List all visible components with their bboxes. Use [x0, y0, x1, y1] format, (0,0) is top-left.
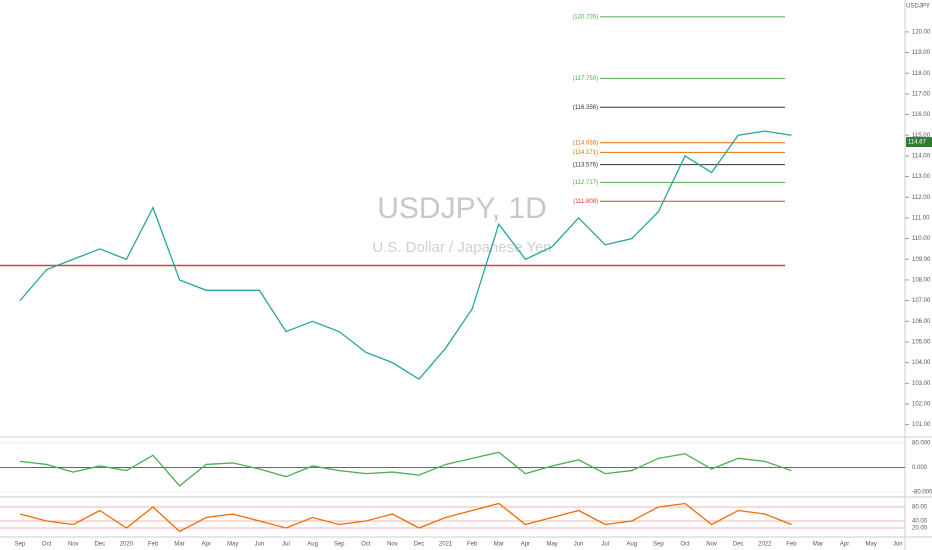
- y-tick-label: 120.00: [912, 29, 931, 35]
- level-label: (120.726): [572, 14, 598, 20]
- y-tick-label: 113.00: [912, 174, 931, 180]
- level-label: (117.750): [573, 76, 598, 82]
- stoch-tick-label: 80.00: [912, 505, 928, 511]
- x-tick-label: Oct: [361, 542, 371, 548]
- level-label: (116.356): [573, 105, 598, 111]
- y-tick-label: 118.00: [912, 71, 931, 77]
- y-tick-label: 103.00: [912, 381, 931, 387]
- x-tick-label: Sep: [334, 542, 345, 548]
- oscillator-line: [19, 451, 792, 487]
- x-tick-label: Oct: [42, 542, 52, 548]
- y-tick-label: 112.00: [912, 195, 931, 201]
- x-tick-label: Aug: [626, 542, 637, 548]
- last-price-box: [906, 137, 932, 148]
- symbol-label: USDJPY: [906, 4, 930, 10]
- y-tick-label: 111.00: [912, 216, 930, 222]
- y-tick-label: 101.00: [912, 422, 931, 428]
- osc-tick-label: 80.000: [912, 441, 931, 447]
- y-tick-label: 106.00: [912, 319, 931, 325]
- y-tick-label: 108.00: [912, 278, 931, 284]
- x-tick-label: Apr: [840, 542, 849, 548]
- x-tick-label: 2022: [758, 542, 772, 548]
- x-tick-label: Mar: [813, 542, 823, 548]
- y-tick-label: 105.00: [912, 340, 931, 346]
- x-tick-label: Nov: [68, 542, 79, 548]
- level-label: (112.717): [573, 180, 598, 186]
- x-tick-label: Jun: [893, 542, 903, 548]
- y-tick-label: 115.00: [912, 133, 931, 139]
- watermark-subtitle: U.S. Dollar / Japanese Yen: [372, 239, 551, 256]
- stoch-tick-label: 40.00: [912, 519, 928, 525]
- x-tick-label: Jul: [282, 542, 290, 548]
- y-tick-label: 102.00: [912, 402, 931, 408]
- last-price-label: 114.67: [908, 140, 927, 146]
- x-tick-label: 2021: [439, 542, 453, 548]
- y-tick-label: 110.00: [912, 236, 931, 242]
- y-tick-label: 119.00: [912, 50, 931, 56]
- y-tick-label: 107.00: [912, 298, 931, 304]
- y-tick-label: 117.00: [912, 91, 931, 97]
- osc-tick-label: -80.000: [912, 490, 932, 496]
- x-tick-label: Sep: [15, 542, 26, 548]
- level-label: (114.171): [573, 150, 598, 156]
- plot-bg: [0, 0, 905, 550]
- x-tick-label: Apr: [521, 542, 530, 548]
- x-tick-label: May: [546, 542, 557, 548]
- y-tick-label: 104.00: [912, 360, 931, 366]
- y-tick-label: 114.00: [912, 153, 931, 159]
- level-label: (113.576): [573, 162, 598, 168]
- x-tick-label: Feb: [148, 542, 159, 548]
- x-tick-label: Feb: [786, 542, 797, 548]
- x-tick-label: Nov: [706, 542, 717, 548]
- x-tick-label: Feb: [467, 542, 478, 548]
- x-tick-label: Apr: [202, 542, 211, 548]
- x-tick-label: May: [227, 542, 238, 548]
- stoch-tick-label: 20.00: [912, 526, 928, 532]
- price-line: [19, 130, 792, 381]
- x-tick-label: Oct: [680, 542, 690, 548]
- x-tick-label: Nov: [387, 542, 398, 548]
- x-tick-label: Dec: [94, 542, 105, 548]
- x-tick-label: Sep: [653, 542, 664, 548]
- stochastic-line: [19, 502, 792, 533]
- y-tick-label: 109.00: [912, 257, 931, 263]
- watermark: USDJPY, 1D: [377, 192, 547, 225]
- x-tick-label: Jun: [255, 542, 265, 548]
- x-tick-label: Mar: [494, 542, 504, 548]
- level-label: (111.808): [573, 199, 598, 205]
- x-tick-label: Dec: [733, 542, 744, 548]
- level-label: (114.638): [573, 140, 598, 146]
- x-tick-label: May: [866, 542, 877, 548]
- x-tick-label: Dec: [414, 542, 425, 548]
- x-tick-label: Jul: [601, 542, 609, 548]
- x-tick-label: Jun: [574, 542, 584, 548]
- y-tick-label: 116.00: [912, 112, 931, 118]
- x-tick-label: Aug: [307, 542, 318, 548]
- x-tick-label: Mar: [174, 542, 184, 548]
- osc-tick-label: 0.000: [912, 465, 928, 471]
- x-tick-label: 2020: [120, 542, 134, 548]
